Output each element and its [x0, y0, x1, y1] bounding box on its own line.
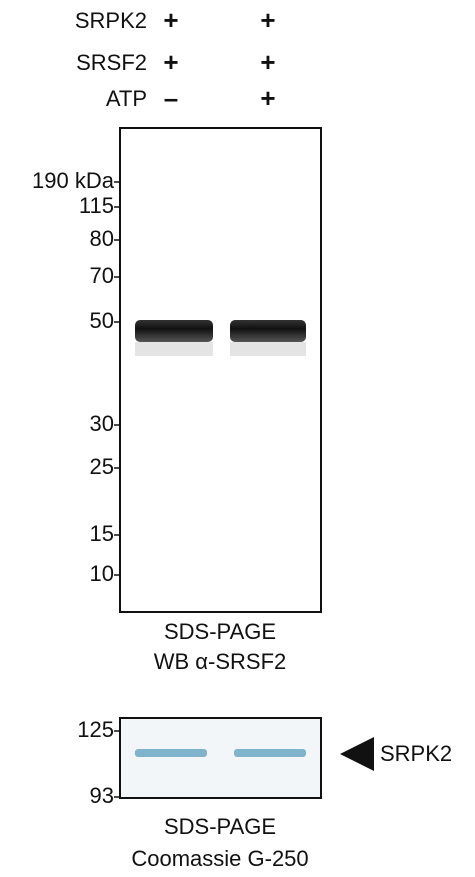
marker-label: 70	[90, 263, 114, 288]
condition-table: SRPK2 + + SRSF2 + + ATP– +	[75, 5, 276, 113]
band-label: SRPK2	[380, 741, 452, 766]
condition-label: SRPK2	[75, 8, 147, 33]
caption: SDS-PAGE	[164, 619, 276, 644]
smear	[230, 342, 306, 356]
band	[135, 749, 207, 757]
figure: SRPK2 + + SRSF2 + + ATP– + 190 kDa115 80 70 50 30 25…	[0, 0, 475, 877]
marker-label: 80	[90, 226, 114, 251]
smear	[135, 342, 213, 356]
caption: SDS-PAGE	[164, 814, 276, 839]
lane-sign: +	[260, 47, 275, 77]
western-blot-frame	[120, 128, 321, 612]
caption: Coomassie G-250	[131, 846, 308, 871]
marker-label: 30	[90, 411, 114, 436]
condition-label: ATP	[106, 86, 147, 111]
marker-label: 15	[90, 521, 114, 546]
lane-sign: –	[164, 83, 178, 113]
marker-label: 50	[90, 308, 114, 333]
band	[135, 320, 213, 342]
arrow	[340, 737, 374, 771]
lane-sign: +	[260, 83, 275, 113]
band	[230, 320, 306, 342]
marker-label: 25	[90, 454, 114, 479]
marker-label: 93	[90, 783, 114, 808]
marker-label: 125	[77, 717, 114, 742]
marker-label: 10	[90, 561, 114, 586]
band	[234, 749, 306, 757]
condition-label: SRSF2	[76, 50, 147, 75]
lane-sign: +	[260, 5, 275, 35]
marker-label: 115	[79, 193, 114, 218]
lane-sign: +	[163, 5, 178, 35]
lane-sign: +	[163, 47, 178, 77]
marker-ladder: 125 93	[77, 717, 121, 808]
caption: WB α-SRSF2	[154, 649, 287, 674]
coomassie-gel-frame	[120, 718, 321, 798]
marker-label: 190 kDa	[32, 168, 115, 193]
